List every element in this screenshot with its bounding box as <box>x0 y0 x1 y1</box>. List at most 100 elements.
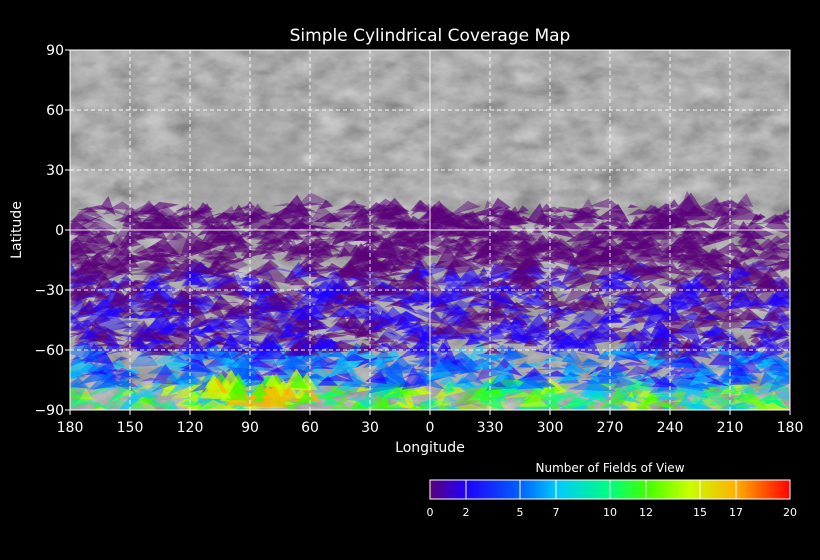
coverage-patch <box>645 344 666 358</box>
coverage-patch <box>122 320 150 334</box>
coverage-patch <box>289 344 308 354</box>
coverage-patch <box>166 345 181 351</box>
coverage-patch <box>487 362 513 376</box>
coverage-patch <box>453 403 487 410</box>
coverage-patch <box>310 245 342 249</box>
coverage-patch <box>222 332 239 348</box>
coverage-patch <box>436 405 451 410</box>
coverage-patch <box>244 319 265 333</box>
coverage-patch <box>632 228 668 237</box>
coverage-patch <box>548 406 561 410</box>
coverage-patch <box>574 353 588 356</box>
coverage-patch <box>749 335 787 353</box>
coverage-patch <box>695 273 733 284</box>
coverage-patch <box>581 262 600 271</box>
coverage-patch <box>171 386 200 399</box>
coverage-patch <box>435 237 461 248</box>
coverage-patch <box>491 245 507 256</box>
coverage-patch <box>319 199 334 210</box>
coverage-patch <box>221 308 242 321</box>
coverage-patch <box>358 230 372 235</box>
coverage-patch <box>552 206 575 215</box>
coverage-patch <box>417 397 447 410</box>
coverage-patch <box>318 391 347 397</box>
coverage-patch <box>255 244 276 255</box>
coverage-patch <box>501 268 537 282</box>
coverage-patch <box>660 346 680 353</box>
coverage-patch <box>413 309 433 315</box>
coverage-patch <box>332 292 352 301</box>
coverage-patch <box>501 391 535 399</box>
coverage-patch <box>307 268 323 273</box>
coverage-patch <box>310 355 330 364</box>
coverage-patch <box>754 213 766 221</box>
coverage-patch <box>676 283 699 300</box>
coverage-patch <box>573 294 599 310</box>
coverage-patch <box>645 352 671 367</box>
coverage-patch <box>374 347 385 351</box>
coverage-patch <box>351 303 376 313</box>
coverage-patch <box>402 373 418 380</box>
coverage-patch <box>262 315 279 324</box>
coverage-patch <box>374 360 387 372</box>
coverage-patch <box>328 400 351 410</box>
coverage-patch <box>683 272 706 274</box>
coverage-patch <box>278 289 310 302</box>
y-tick-label: 0 <box>55 223 64 239</box>
coverage-patch <box>724 288 754 310</box>
coverage-patch <box>205 273 237 291</box>
coverage-patch <box>507 306 532 318</box>
coverage-patch <box>94 296 108 306</box>
coverage-patch <box>92 227 117 239</box>
coverage-patch <box>735 326 776 333</box>
coverage-patch <box>511 326 530 341</box>
coverage-patch <box>673 373 704 392</box>
colorbar-tick-label: 10 <box>603 506 617 519</box>
coverage-patch <box>296 342 311 350</box>
coverage-patch <box>472 245 497 260</box>
coverage-patch <box>474 341 504 348</box>
coverage-patch <box>611 295 637 309</box>
coverage-patch <box>83 342 106 365</box>
coverage-patch <box>93 326 124 339</box>
coverage-patch <box>591 293 631 298</box>
coverage-patch <box>385 311 426 322</box>
coverage-patch <box>503 331 516 344</box>
coverage-patch <box>456 383 481 396</box>
coverage-patch <box>429 401 458 409</box>
coverage-patch <box>449 200 481 215</box>
coverage-patch <box>284 355 296 358</box>
coverage-patch <box>609 405 626 410</box>
coverage-patch <box>581 366 592 372</box>
coverage-patch <box>75 284 111 300</box>
coverage-patch <box>698 339 720 349</box>
coverage-patch <box>416 206 448 221</box>
coverage-patch <box>294 287 320 299</box>
coverage-patch <box>516 205 529 213</box>
coverage-patch <box>114 253 150 268</box>
coverage-patch <box>715 242 750 260</box>
x-tick-label: 180 <box>57 420 84 436</box>
coverage-patch <box>695 260 731 278</box>
coverage-patch <box>600 315 624 323</box>
coverage-patch <box>774 386 788 392</box>
coverage-patch <box>383 346 401 362</box>
coverage-patch <box>644 333 675 350</box>
coverage-patch <box>415 379 446 390</box>
coverage-patch <box>250 323 278 336</box>
coverage-patch <box>348 383 376 388</box>
coverage-patch <box>226 316 255 335</box>
coverage-patch <box>166 215 195 229</box>
coverage-patch <box>98 382 125 395</box>
coverage-patch <box>254 211 281 219</box>
coverage-patch <box>532 367 573 371</box>
coverage-patch <box>532 243 549 254</box>
coverage-patch <box>319 310 347 320</box>
coverage-patch <box>521 367 542 379</box>
coverage-patch <box>239 275 261 282</box>
coverage-patch <box>119 231 146 246</box>
coverage-patch <box>112 356 129 362</box>
coverage-patch <box>401 274 424 286</box>
coverage-patch <box>320 279 351 296</box>
coverage-patch <box>686 345 713 359</box>
